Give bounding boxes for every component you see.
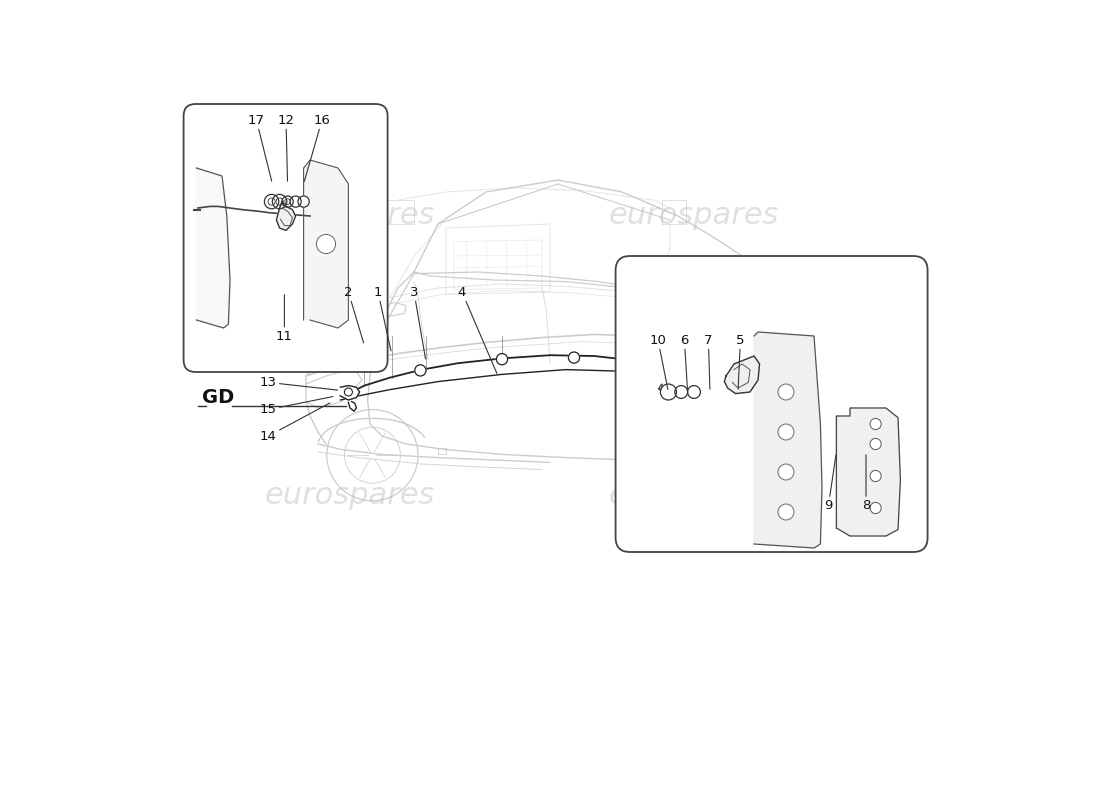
- Text: eurospares: eurospares: [265, 482, 436, 510]
- Text: 12: 12: [277, 114, 295, 182]
- Circle shape: [660, 384, 676, 400]
- Text: 1: 1: [374, 286, 390, 351]
- Text: 13: 13: [260, 376, 338, 390]
- Circle shape: [317, 234, 336, 254]
- Circle shape: [778, 504, 794, 520]
- Text: 14: 14: [260, 403, 330, 442]
- Text: 17: 17: [248, 114, 272, 182]
- Polygon shape: [304, 160, 349, 328]
- Text: 8: 8: [861, 454, 870, 512]
- Circle shape: [688, 386, 701, 398]
- Circle shape: [282, 196, 294, 207]
- Circle shape: [496, 354, 507, 365]
- Circle shape: [290, 196, 301, 207]
- Circle shape: [778, 384, 794, 400]
- Text: 11: 11: [276, 294, 293, 342]
- FancyBboxPatch shape: [616, 256, 927, 552]
- Circle shape: [778, 464, 794, 480]
- Text: 4: 4: [458, 286, 497, 374]
- Circle shape: [870, 418, 881, 430]
- Text: 3: 3: [409, 286, 426, 359]
- Polygon shape: [754, 332, 822, 548]
- Text: 16: 16: [305, 114, 330, 182]
- Text: GD: GD: [202, 388, 234, 407]
- Circle shape: [870, 438, 881, 450]
- Polygon shape: [340, 386, 360, 400]
- Circle shape: [778, 424, 794, 440]
- Circle shape: [645, 370, 656, 382]
- Circle shape: [674, 386, 688, 398]
- Polygon shape: [725, 356, 760, 394]
- Text: 5: 5: [736, 334, 745, 390]
- Circle shape: [870, 470, 881, 482]
- FancyBboxPatch shape: [184, 104, 387, 372]
- Circle shape: [569, 352, 580, 363]
- Polygon shape: [836, 408, 901, 536]
- Text: 6: 6: [680, 334, 689, 390]
- Circle shape: [298, 196, 309, 207]
- Text: eurospares: eurospares: [608, 482, 779, 510]
- Circle shape: [273, 194, 287, 209]
- Circle shape: [344, 388, 352, 396]
- Text: 15: 15: [260, 397, 333, 416]
- Text: 9: 9: [824, 454, 836, 512]
- Circle shape: [625, 356, 636, 367]
- Text: eurospares: eurospares: [265, 202, 436, 230]
- Polygon shape: [197, 168, 230, 328]
- Text: 10: 10: [650, 334, 668, 390]
- Text: 2: 2: [344, 286, 364, 343]
- Text: eurospares: eurospares: [608, 202, 779, 230]
- Polygon shape: [276, 202, 296, 230]
- Circle shape: [870, 502, 881, 514]
- Circle shape: [415, 365, 426, 376]
- Text: 7: 7: [704, 334, 713, 390]
- Circle shape: [264, 194, 278, 209]
